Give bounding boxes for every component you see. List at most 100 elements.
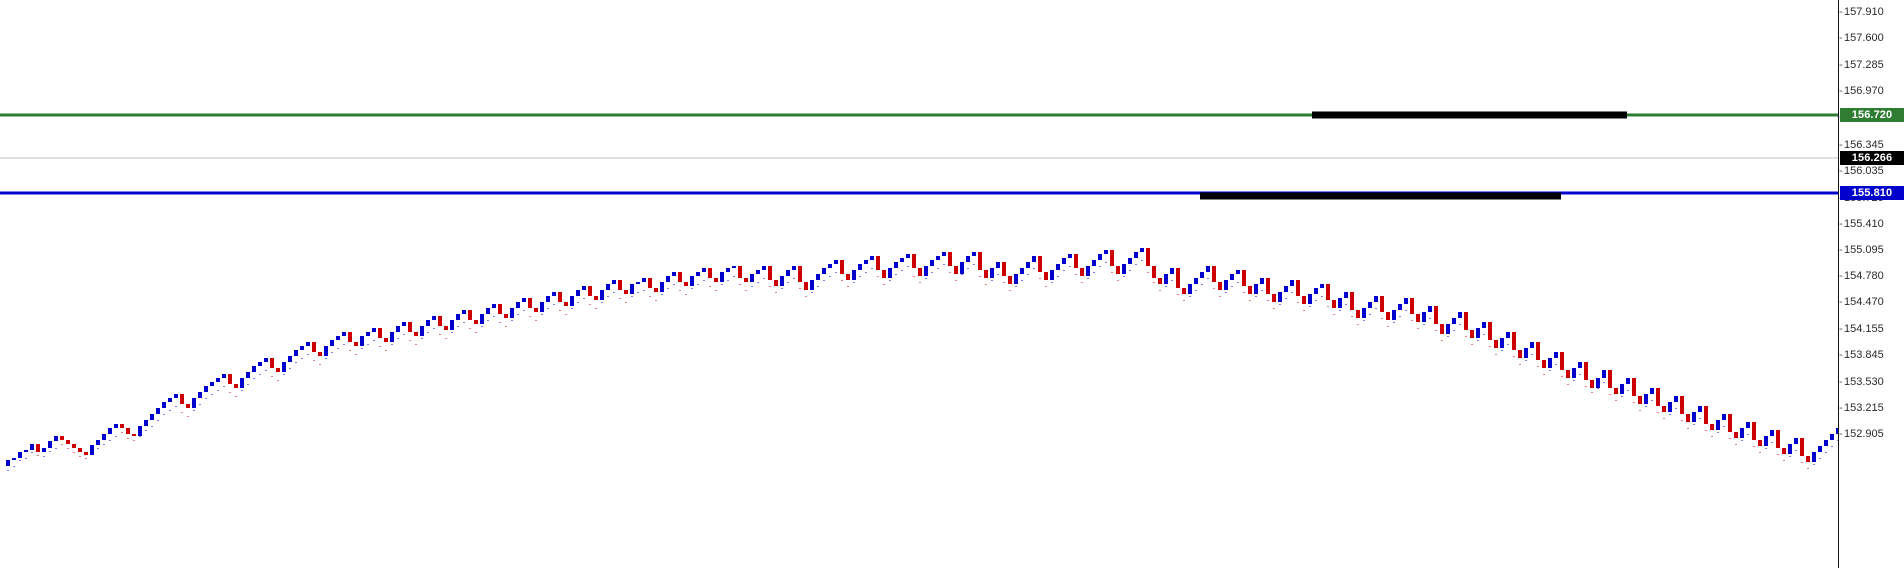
candlestick bbox=[1518, 350, 1522, 365]
candlestick bbox=[1524, 348, 1528, 361]
candlestick bbox=[822, 268, 826, 281]
candlestick bbox=[1362, 308, 1366, 321]
tick-dash-icon: - bbox=[1839, 376, 1843, 388]
candlestick bbox=[750, 274, 754, 287]
candlestick bbox=[66, 440, 70, 449]
candlestick bbox=[1074, 254, 1078, 275]
candlestick bbox=[1356, 310, 1360, 325]
upper-range-marker[interactable] bbox=[1312, 111, 1627, 119]
candlestick bbox=[78, 448, 82, 457]
candlestick bbox=[1830, 434, 1834, 447]
candlestick bbox=[372, 328, 376, 341]
candlestick bbox=[1452, 318, 1456, 331]
candlestick bbox=[684, 282, 688, 295]
candlestick bbox=[1758, 440, 1762, 453]
candlestick bbox=[90, 445, 94, 455]
candlestick bbox=[1440, 324, 1444, 341]
candlestick bbox=[1014, 274, 1018, 287]
candlestick bbox=[696, 272, 700, 285]
candlestick bbox=[546, 296, 550, 309]
candlestick bbox=[594, 296, 598, 309]
candlestick bbox=[1332, 300, 1336, 315]
candlestick bbox=[1098, 254, 1102, 267]
tick-dash-icon: - bbox=[1839, 59, 1843, 71]
candlestick bbox=[1248, 286, 1252, 301]
candlestick bbox=[1068, 254, 1072, 267]
last-price-tag[interactable]: 156.266 bbox=[1840, 151, 1904, 165]
candlestick bbox=[1560, 352, 1564, 377]
candlestick bbox=[402, 322, 406, 335]
candlestick bbox=[1338, 298, 1342, 311]
candlestick bbox=[576, 290, 580, 303]
candlestick bbox=[666, 276, 670, 289]
lower-range-marker[interactable] bbox=[1200, 192, 1561, 200]
candlestick bbox=[312, 342, 316, 361]
candlestick bbox=[174, 394, 178, 407]
candlestick bbox=[1494, 340, 1498, 355]
price-axis-tick: -157.285 bbox=[1839, 58, 1904, 72]
support-line[interactable] bbox=[0, 191, 1838, 195]
manual-drawings[interactable] bbox=[1200, 111, 1627, 200]
current-price-line[interactable] bbox=[0, 157, 1838, 159]
candlestick bbox=[1188, 284, 1192, 297]
candlestick bbox=[420, 326, 424, 339]
price-axis-tick-label: 157.285 bbox=[1844, 59, 1884, 71]
candlestick bbox=[1344, 292, 1348, 305]
candlestick bbox=[1500, 338, 1504, 351]
candlestick bbox=[672, 272, 676, 285]
candlestick bbox=[120, 424, 124, 433]
candlestick bbox=[60, 436, 64, 445]
price-axis-tick-label: 152.905 bbox=[1844, 428, 1884, 440]
candlestick bbox=[1422, 312, 1426, 325]
candlestick bbox=[1194, 278, 1198, 291]
candlestick bbox=[1062, 258, 1066, 271]
price-axis-tick: -154.470 bbox=[1839, 295, 1904, 309]
candlestick bbox=[1482, 322, 1486, 335]
price-axis-tick: -156.035 bbox=[1839, 164, 1904, 178]
price-axis-tick: -153.530 bbox=[1839, 375, 1904, 389]
candlestick bbox=[36, 444, 40, 456]
support-price-tag[interactable]: 155.810 bbox=[1840, 186, 1904, 200]
price-axis-tick: -156.970 bbox=[1839, 84, 1904, 98]
candlestick bbox=[1158, 278, 1162, 291]
candlestick bbox=[210, 382, 214, 395]
candlestick bbox=[1806, 456, 1810, 469]
resistance-line[interactable] bbox=[0, 113, 1838, 117]
candlestick bbox=[444, 326, 448, 339]
candlestick bbox=[150, 414, 154, 427]
candlestick bbox=[114, 424, 118, 437]
candlestick bbox=[1716, 420, 1720, 433]
price-axis-tick: -155.095 bbox=[1839, 243, 1904, 257]
candlestick bbox=[1374, 296, 1378, 309]
candlestick bbox=[384, 338, 388, 351]
resistance-price-tag[interactable]: 156.720 bbox=[1840, 108, 1904, 122]
candlestick bbox=[192, 398, 196, 411]
candlestick bbox=[318, 352, 322, 365]
candlestick bbox=[780, 276, 784, 289]
candlestick bbox=[846, 274, 850, 287]
candlestick bbox=[246, 372, 250, 385]
candlestick bbox=[978, 252, 982, 277]
candlestick bbox=[30, 444, 34, 453]
candlestick bbox=[1836, 428, 1838, 441]
price-axis[interactable]: -157.910-157.600-157.285-156.970-156.680… bbox=[1838, 0, 1904, 568]
candlestick bbox=[726, 268, 730, 281]
candlestick bbox=[990, 268, 994, 281]
candlestick bbox=[588, 286, 592, 305]
candlestick bbox=[252, 366, 256, 379]
tick-dash-icon: - bbox=[1839, 218, 1843, 230]
candlestick bbox=[1542, 360, 1546, 375]
candlestick bbox=[702, 268, 706, 281]
price-axis-tick-label: 154.155 bbox=[1844, 323, 1884, 335]
price-chart-plot-area[interactable] bbox=[0, 0, 1838, 568]
candlestick bbox=[102, 434, 106, 445]
candlestick bbox=[504, 314, 508, 327]
price-axis-tick: -153.215 bbox=[1839, 401, 1904, 415]
candlestick bbox=[1776, 430, 1780, 455]
candlestick bbox=[1536, 342, 1540, 367]
candlestick bbox=[1650, 388, 1654, 401]
candlestick bbox=[1656, 388, 1660, 413]
candlestick bbox=[1284, 286, 1288, 299]
candlestick bbox=[1278, 292, 1282, 305]
candlestick bbox=[1296, 280, 1300, 303]
